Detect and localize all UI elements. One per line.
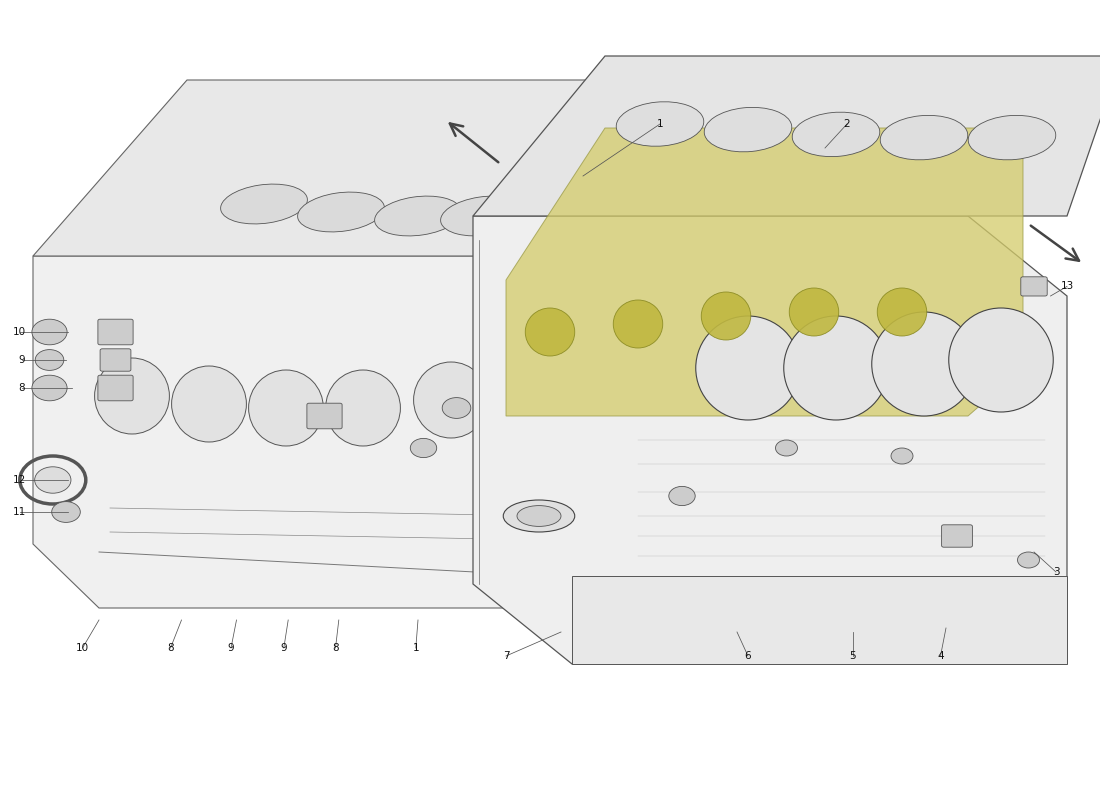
Polygon shape (473, 56, 1100, 216)
FancyBboxPatch shape (100, 349, 131, 371)
Ellipse shape (526, 308, 574, 356)
Text: 9: 9 (280, 643, 287, 653)
Text: 8: 8 (332, 643, 339, 653)
Circle shape (32, 375, 67, 401)
FancyBboxPatch shape (1021, 277, 1047, 296)
Ellipse shape (790, 288, 838, 336)
Ellipse shape (414, 362, 488, 438)
Circle shape (1018, 552, 1040, 568)
Text: 1: 1 (657, 119, 663, 129)
Circle shape (52, 502, 80, 522)
Circle shape (35, 350, 64, 370)
Text: 3: 3 (1053, 567, 1059, 577)
Text: 1: 1 (412, 643, 419, 653)
Text: 9: 9 (19, 355, 25, 365)
Ellipse shape (517, 506, 561, 526)
Text: 10: 10 (76, 643, 89, 653)
Text: eurospares: eurospares (199, 330, 901, 438)
Ellipse shape (878, 288, 926, 336)
Circle shape (669, 486, 695, 506)
Ellipse shape (702, 292, 750, 340)
Ellipse shape (695, 316, 801, 420)
Text: 4: 4 (937, 651, 944, 661)
FancyBboxPatch shape (98, 319, 133, 345)
Text: a passion for: a passion for (433, 271, 667, 305)
Ellipse shape (95, 358, 169, 434)
Ellipse shape (221, 184, 307, 224)
FancyBboxPatch shape (942, 525, 972, 547)
Ellipse shape (792, 112, 880, 157)
Text: 6: 6 (745, 651, 751, 661)
Circle shape (891, 448, 913, 464)
Text: 5: 5 (849, 651, 856, 661)
Polygon shape (33, 256, 550, 608)
Text: 11: 11 (13, 507, 26, 517)
Ellipse shape (783, 316, 889, 420)
Circle shape (32, 319, 67, 345)
Polygon shape (572, 576, 1067, 664)
Text: 12: 12 (13, 475, 26, 485)
Text: 7: 7 (503, 651, 509, 661)
Ellipse shape (880, 115, 968, 160)
Ellipse shape (326, 370, 400, 446)
Ellipse shape (968, 115, 1056, 160)
Circle shape (776, 440, 798, 456)
Text: 8: 8 (19, 383, 25, 393)
Circle shape (410, 438, 437, 458)
Text: 10: 10 (13, 327, 26, 337)
Text: 13: 13 (1060, 282, 1074, 291)
Text: 9: 9 (228, 643, 234, 653)
Polygon shape (473, 216, 1067, 664)
Ellipse shape (172, 366, 246, 442)
Text: 8: 8 (167, 643, 174, 653)
Ellipse shape (298, 192, 384, 232)
Ellipse shape (616, 102, 704, 146)
Polygon shape (33, 80, 660, 256)
Ellipse shape (507, 192, 593, 232)
Ellipse shape (871, 312, 977, 416)
FancyBboxPatch shape (98, 375, 133, 401)
Ellipse shape (441, 196, 527, 236)
Ellipse shape (948, 308, 1054, 412)
FancyBboxPatch shape (307, 403, 342, 429)
Circle shape (442, 398, 471, 418)
Text: 2: 2 (844, 119, 850, 129)
Ellipse shape (375, 196, 461, 236)
Ellipse shape (704, 107, 792, 152)
Text: 85: 85 (785, 430, 887, 498)
Ellipse shape (249, 370, 323, 446)
Polygon shape (506, 128, 1023, 416)
Ellipse shape (504, 500, 574, 532)
Circle shape (35, 466, 70, 493)
Ellipse shape (614, 300, 662, 348)
